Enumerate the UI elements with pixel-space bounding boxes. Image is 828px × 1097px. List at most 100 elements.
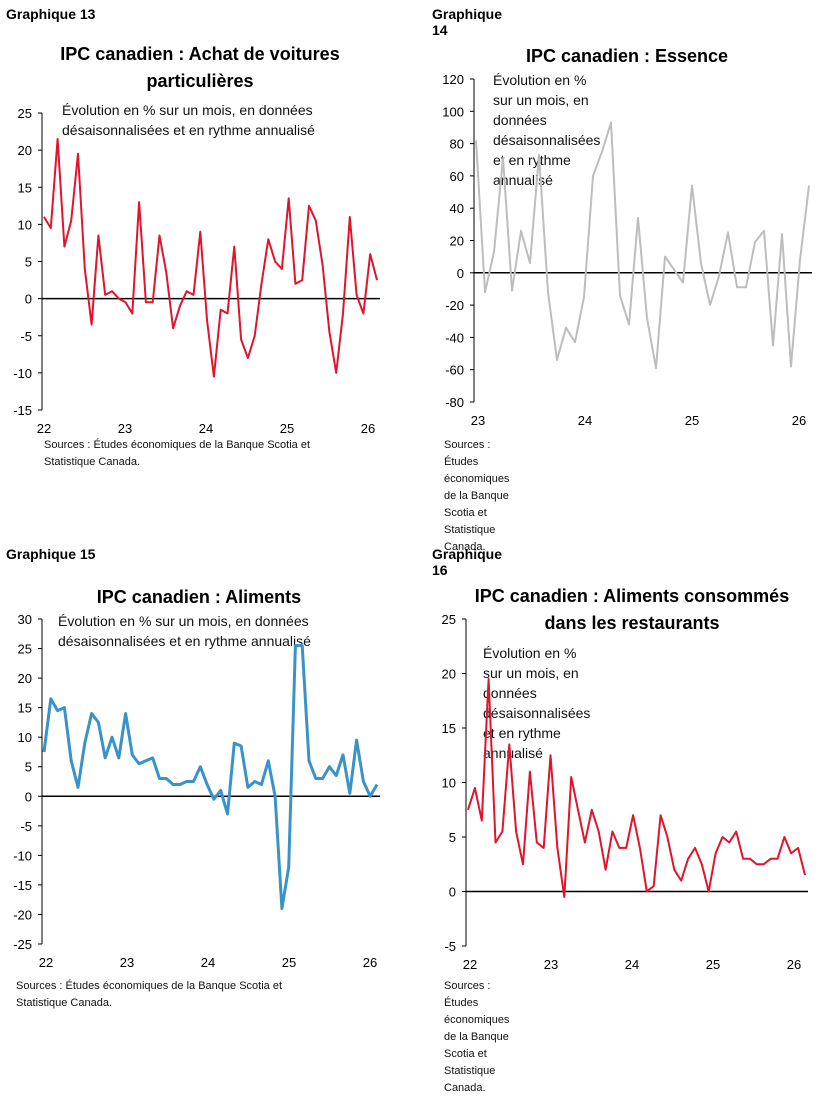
chart-subtitle-line: désaisonnalisées et en rythme annualisé <box>58 633 311 649</box>
x-tick-label: 23 <box>120 955 134 970</box>
x-tick-label: 23 <box>118 421 132 436</box>
chart-title-line: particulières <box>146 71 254 91</box>
chart-source-line: Statistique Canada. <box>44 456 141 468</box>
chart-subtitle-line: Évolution en % sur un mois, en données <box>483 645 579 701</box>
chart-source-line: Sources : Études économiques de la Banqu… <box>444 439 510 519</box>
chart-subtitle-line: Évolution en % sur un mois, en données <box>62 102 313 118</box>
chart-source-line: Statistique Canada. <box>444 1065 496 1094</box>
chart-subtitle-line: désaisonnalisées et en rythme annualisé <box>493 132 601 188</box>
y-tick-label: 120 <box>442 72 464 87</box>
y-tick-label: -20 <box>445 298 464 313</box>
y-tick-label: 0 <box>457 266 464 281</box>
y-tick-label: 25 <box>442 612 456 627</box>
y-tick-label: 0 <box>25 789 32 804</box>
chart-source: Sources : Études économiques de la Banqu… <box>44 437 310 471</box>
chart-source-line: Sources : Études économiques de la Banqu… <box>16 980 283 992</box>
chart-subtitle: Évolution en % sur un mois, en données d… <box>62 100 315 140</box>
x-tick-label: 25 <box>685 413 699 428</box>
chart-label: Graphique 16 <box>432 546 503 578</box>
chart-label: Graphique 14 <box>432 6 503 38</box>
chart-source: Sources : Études économiques de la Banqu… <box>16 978 282 1012</box>
y-tick-label: 0 <box>25 292 32 307</box>
x-tick-label: 22 <box>39 955 53 970</box>
chart-title: IPC canadien : Achat de voitures particu… <box>14 41 386 95</box>
series-line <box>43 138 378 378</box>
y-tick-label: 40 <box>450 201 464 216</box>
chart-subtitle-line: désaisonnalisées et en rythme annualisé <box>62 122 315 138</box>
x-tick-label: 26 <box>361 421 375 436</box>
y-tick-label: 20 <box>18 143 32 158</box>
charts-canvas: -15 -10 -5 0 5 10 15 20 25 22 23 24 25 26 -80 -60 -40 -20… <box>13 72 812 972</box>
x-tick-label: 26 <box>787 957 801 972</box>
y-tick-label: -40 <box>445 330 464 345</box>
chart-title: IPC canadien : Essence <box>440 43 814 70</box>
y-tick-label: 20 <box>18 671 32 686</box>
chart-title-line: IPC canadien : Aliments <box>96 587 302 607</box>
chart-panel-15: Graphique 15 IPC canadien : Aliments Évo… <box>0 0 404 1009</box>
y-tick-label: 5 <box>449 830 456 845</box>
chart-source-line: Sources : Études économiques de la Banqu… <box>44 439 311 451</box>
y-tick-label: -5 <box>20 329 32 344</box>
chart-title-line: IPC canadien : Essence <box>525 46 729 66</box>
series-line <box>467 678 806 898</box>
chart-title-line: IPC canadien : Achat de voitures <box>60 44 340 64</box>
x-tick-label: 24 <box>201 955 215 970</box>
chart-title: IPC canadien : Aliments <box>10 584 388 611</box>
chart-panel-13: Graphique 13 IPC canadien : Achat de voi… <box>0 0 404 500</box>
x-tick-label: 25 <box>282 955 296 970</box>
chart-subtitle-line: Évolution en % sur un mois, en données <box>58 613 309 629</box>
y-tick-label: 15 <box>18 180 32 195</box>
chart-label: Graphique 13 <box>6 6 96 22</box>
x-tick-label: 24 <box>625 957 639 972</box>
y-tick-label: 15 <box>442 721 456 736</box>
y-tick-label: 100 <box>442 104 464 119</box>
x-tick-label: 25 <box>706 957 720 972</box>
series-line <box>475 121 810 370</box>
chart-title: IPC canadien : Aliments consommés dans l… <box>440 583 824 637</box>
y-tick-label: 30 <box>18 612 32 627</box>
y-tick-label: -10 <box>13 848 32 863</box>
y-tick-label: 60 <box>450 169 464 184</box>
x-tick-label: 23 <box>544 957 558 972</box>
y-tick-label: -15 <box>13 403 32 418</box>
x-tick-label: 23 <box>471 413 485 428</box>
chart-source-line: Statistique Canada. <box>444 524 496 553</box>
y-tick-label: 10 <box>18 730 32 745</box>
x-tick-label: 26 <box>792 413 806 428</box>
x-tick-label: 22 <box>37 421 51 436</box>
y-tick-label: -5 <box>444 939 456 954</box>
chart-subtitle-line: désaisonnalisées et en rythme annualisé <box>483 705 591 761</box>
y-tick-label: -80 <box>445 395 464 410</box>
chart-subtitle: Évolution en % sur un mois, en données d… <box>483 643 590 763</box>
chart-source: Sources : Études économiques de la Banqu… <box>444 437 509 556</box>
y-tick-label: 0 <box>449 885 456 900</box>
x-tick-label: 25 <box>280 421 294 436</box>
series-line <box>42 644 379 910</box>
x-tick-label: 22 <box>463 957 477 972</box>
chart-title-line: dans les restaurants <box>544 613 720 633</box>
x-tick-label: 24 <box>578 413 592 428</box>
y-tick-label: -25 <box>13 937 32 952</box>
y-tick-label: 5 <box>25 760 32 775</box>
x-tick-label: 26 <box>363 955 377 970</box>
chart-subtitle: Évolution en % sur un mois, en données d… <box>493 70 600 190</box>
x-tick-label: 24 <box>199 421 213 436</box>
y-tick-label: 20 <box>450 234 464 249</box>
y-tick-label: -60 <box>445 363 464 378</box>
y-tick-label: -5 <box>20 819 32 834</box>
chart-subtitle-line: Évolution en % sur un mois, en données <box>493 72 589 128</box>
chart-title-line: IPC canadien : Aliments consommés <box>474 586 790 606</box>
y-tick-label: 15 <box>18 701 32 716</box>
y-tick-label: -10 <box>13 366 32 381</box>
chart-panel-14: Graphique 14 IPC canadien : Essence Évol… <box>0 0 728 553</box>
chart-label: Graphique 15 <box>6 546 96 562</box>
y-tick-label: 10 <box>18 217 32 232</box>
y-tick-label: -15 <box>13 878 32 893</box>
chart-source-line: Statistique Canada. <box>16 997 113 1009</box>
y-tick-label: 25 <box>18 642 32 657</box>
chart-subtitle: Évolution en % sur un mois, en données d… <box>58 611 311 651</box>
y-tick-label: 10 <box>442 776 456 791</box>
y-tick-label: 25 <box>18 106 32 121</box>
y-tick-label: 5 <box>25 255 32 270</box>
y-tick-label: -20 <box>13 907 32 922</box>
